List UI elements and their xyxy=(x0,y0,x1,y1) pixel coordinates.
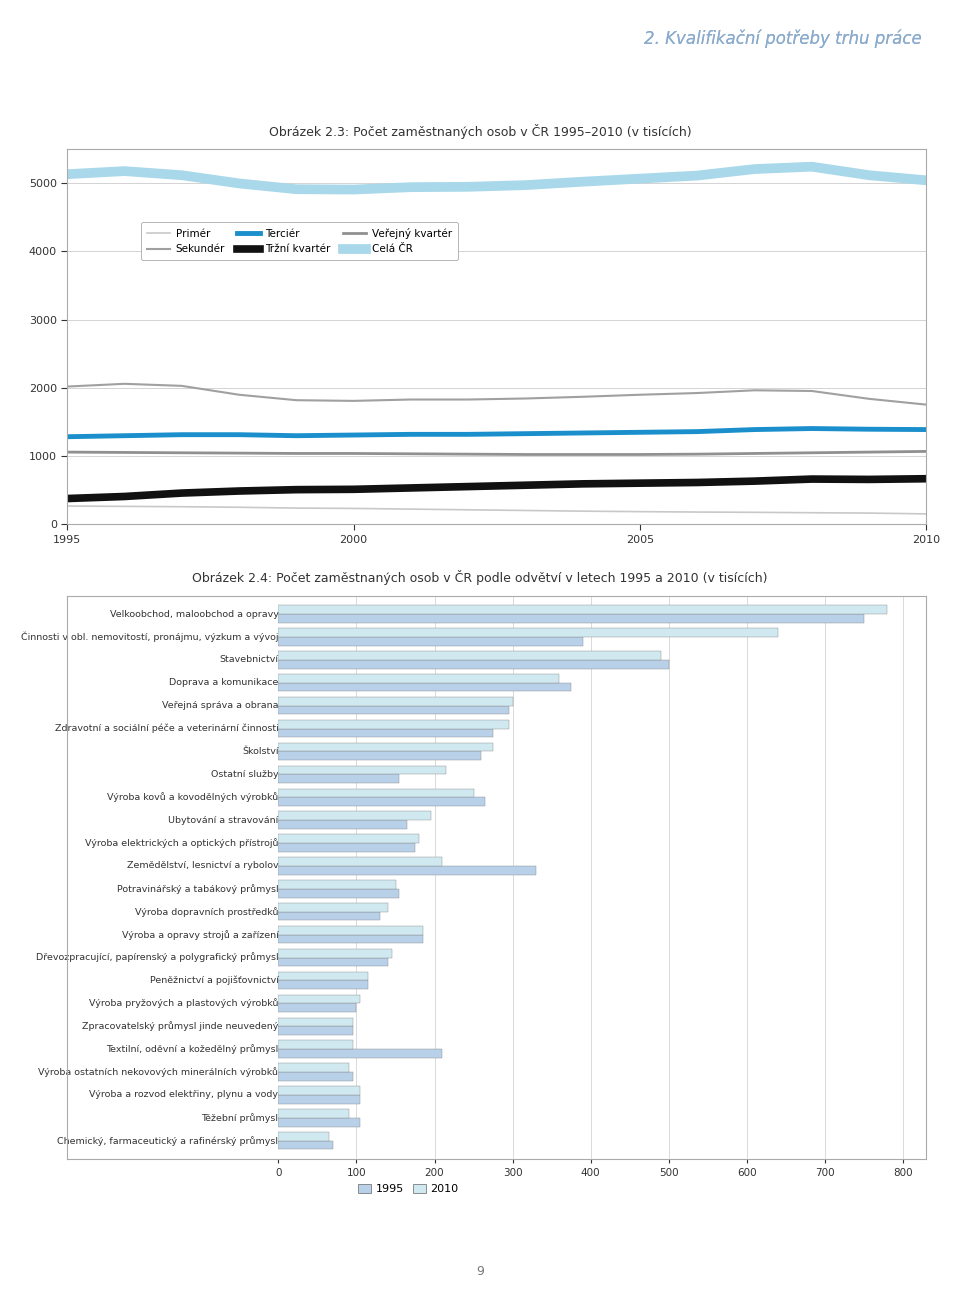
Bar xyxy=(278,1063,348,1072)
Text: Těžební průmysl: Těžební průmysl xyxy=(202,1112,278,1123)
Bar xyxy=(278,971,369,980)
Bar xyxy=(278,1018,352,1026)
Bar xyxy=(278,903,388,912)
Text: Školství: Školství xyxy=(242,747,278,756)
Text: Stavebnictví: Stavebnictví xyxy=(220,655,278,664)
Bar xyxy=(278,1072,352,1081)
Bar xyxy=(278,820,407,829)
Bar xyxy=(278,628,778,637)
Text: Textilní, oděvní a kožedělný průmysl: Textilní, oděvní a kožedělný průmysl xyxy=(107,1044,278,1054)
Bar xyxy=(278,673,560,682)
Bar xyxy=(278,1141,333,1150)
Text: Doprava a komunikace: Doprava a komunikace xyxy=(169,679,278,688)
Text: Potravinářský a tabákový průmysl: Potravinářský a tabákový průmysl xyxy=(117,884,278,894)
Bar xyxy=(278,682,571,692)
Text: 2. Kvalifikační potřeby trhu práce: 2. Kvalifikační potřeby trhu práce xyxy=(644,30,922,48)
Text: Výroba elektrických a optických přístrojů: Výroba elektrických a optických přístroj… xyxy=(84,838,278,848)
Bar xyxy=(278,935,422,943)
Text: Činnosti v obl. nemovitostí, pronájmu, výzkum a vývoj: Činnosti v obl. nemovitostí, pronájmu, v… xyxy=(21,632,278,642)
Bar xyxy=(278,1087,360,1094)
Bar xyxy=(278,789,473,798)
Bar xyxy=(278,637,583,646)
Bar xyxy=(278,980,369,989)
Bar xyxy=(278,706,509,715)
Bar xyxy=(278,957,388,966)
Text: Výroba a rozvod elektřiny, plynu a vody: Výroba a rozvod elektřiny, plynu a vody xyxy=(89,1090,278,1099)
Text: Velkoobchod, maloobchod a opravy: Velkoobchod, maloobchod a opravy xyxy=(109,610,278,619)
Legend: 1995, 2010: 1995, 2010 xyxy=(353,1180,463,1199)
Bar xyxy=(278,888,399,897)
Bar xyxy=(278,834,419,843)
Bar xyxy=(278,765,446,774)
Text: Zemědělství, lesnictví a rybolov: Zemědělství, lesnictví a rybolov xyxy=(127,861,278,870)
Bar xyxy=(278,605,887,614)
Text: Obrázek 2.4: Počet zaměstnaných osob v ČR podle odvětví v letech 1995 a 2010 (v : Obrázek 2.4: Počet zaměstnaných osob v Č… xyxy=(192,570,768,585)
Bar xyxy=(278,1118,360,1127)
Text: 9: 9 xyxy=(476,1265,484,1278)
Bar xyxy=(278,697,513,706)
Text: Zpracovatelský průmysl jinde neuvedený: Zpracovatelský průmysl jinde neuvedený xyxy=(82,1022,278,1031)
Text: Peněžnictví a pojišťovnictví: Peněžnictví a pojišťovnictví xyxy=(150,975,278,985)
Bar xyxy=(278,843,415,852)
Bar xyxy=(278,866,536,874)
Bar xyxy=(278,1109,348,1118)
Bar xyxy=(278,912,380,921)
Bar xyxy=(278,798,486,805)
Bar xyxy=(278,614,864,623)
Text: Obrázek 2.3: Počet zaměstnaných osob v ČR 1995–2010 (v tisících): Obrázek 2.3: Počet zaměstnaných osob v Č… xyxy=(269,123,691,139)
Bar xyxy=(278,1094,360,1103)
Bar xyxy=(278,729,493,737)
Text: Veřejná správa a obrana: Veřejná správa a obrana xyxy=(162,701,278,710)
Text: 2. Kvalifikační potřeby trhu práce: 2. Kvalifikační potřeby trhu práce xyxy=(644,30,922,48)
Bar xyxy=(278,1026,352,1035)
Text: Výroba pryžových a plastových výrobků: Výroba pryžových a plastových výrobků xyxy=(89,998,278,1009)
Bar xyxy=(278,812,431,820)
Bar xyxy=(278,1040,352,1049)
Text: Výroba kovů a kovodělných výrobků: Výroba kovů a kovodělných výrobků xyxy=(108,793,278,802)
Text: Výroba a opravy strojů a zařízení: Výroba a opravy strojů a zařízení xyxy=(122,930,278,940)
Text: Výroba dopravních prostředků: Výroba dopravních prostředků xyxy=(135,906,278,917)
Text: Výroba ostatních nekovových minerálních výrobků: Výroba ostatních nekovových minerálních … xyxy=(38,1067,278,1077)
Bar xyxy=(278,949,392,957)
Bar xyxy=(278,881,396,888)
Text: Ubytování a stravování: Ubytování a stravování xyxy=(168,816,278,825)
Text: Dřevozpracující, papírenský a polygrafický průmysl: Dřevozpracující, papírenský a polygrafic… xyxy=(36,953,278,962)
Legend: Primér, Sekundér, Terciér, Tržní kvartér, Veřejný kvartér, Celá ČR: Primér, Sekundér, Terciér, Tržní kvartér… xyxy=(141,221,458,260)
Text: Ostatní služby: Ostatní služby xyxy=(211,769,278,778)
Bar xyxy=(278,751,481,760)
Bar xyxy=(278,1132,329,1141)
Bar xyxy=(278,774,399,783)
Bar xyxy=(278,1049,443,1058)
Bar xyxy=(278,995,360,1004)
Bar xyxy=(278,857,443,866)
Bar xyxy=(278,743,493,751)
Bar xyxy=(278,720,509,729)
Text: Zdravotní a sociální péče a veterinární činnosti: Zdravotní a sociální péče a veterinární … xyxy=(55,724,278,733)
Bar xyxy=(278,660,669,668)
Bar xyxy=(278,651,660,660)
Bar xyxy=(278,1004,356,1011)
Bar xyxy=(278,926,422,935)
Text: Chemický, farmaceutický a rafinérský průmysl: Chemický, farmaceutický a rafinérský prů… xyxy=(58,1136,278,1146)
